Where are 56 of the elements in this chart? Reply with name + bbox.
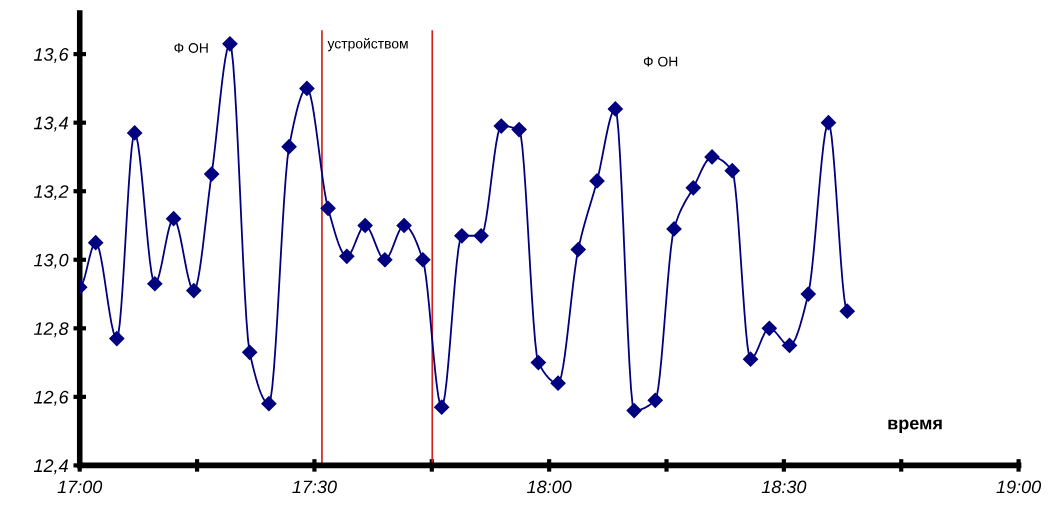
y-tick-label: 13,4 xyxy=(33,116,68,132)
point xyxy=(589,173,605,189)
point xyxy=(377,252,393,268)
point xyxy=(666,221,682,237)
y-tick-label: 13,2 xyxy=(33,185,69,201)
point xyxy=(781,337,798,354)
point xyxy=(186,283,202,299)
point xyxy=(434,399,450,415)
point xyxy=(415,252,431,268)
point xyxy=(396,217,412,234)
point xyxy=(281,139,297,155)
point xyxy=(724,163,740,179)
point xyxy=(320,200,336,216)
point xyxy=(454,228,470,244)
point xyxy=(147,276,163,292)
point xyxy=(166,211,182,227)
annotation: время xyxy=(888,419,942,434)
annotation: Ф ОН xyxy=(643,56,678,67)
x-tick-label: 18:30 xyxy=(761,480,807,494)
x-tick-label: 19:00 xyxy=(996,480,1042,494)
point xyxy=(839,303,855,319)
point xyxy=(626,402,642,419)
point xyxy=(357,217,373,234)
y-tick-label: 12,8 xyxy=(33,322,69,338)
x-tick-label: 17:30 xyxy=(292,480,337,494)
point xyxy=(473,228,489,244)
point xyxy=(204,166,220,182)
point xyxy=(222,36,238,52)
point xyxy=(820,115,837,131)
y-tick-label: 13,0 xyxy=(33,253,69,269)
point xyxy=(607,101,623,117)
point xyxy=(685,180,701,196)
point xyxy=(742,351,759,367)
point xyxy=(800,286,816,302)
point xyxy=(647,392,663,408)
point xyxy=(261,396,277,412)
x-tick-label: 18:00 xyxy=(527,480,572,494)
annotation: Ф ОН xyxy=(174,43,208,53)
point xyxy=(299,80,315,96)
point xyxy=(530,355,546,371)
point xyxy=(242,344,258,360)
point xyxy=(761,320,777,336)
point xyxy=(493,118,509,134)
y-tick-label: 13,6 xyxy=(33,48,69,63)
y-tick-label: 12,6 xyxy=(33,390,69,406)
point xyxy=(127,125,143,141)
x-tick-label: 17:00 xyxy=(57,480,103,494)
point xyxy=(109,331,125,347)
point xyxy=(704,149,720,165)
point xyxy=(339,248,355,264)
y-tick-label: 12,4 xyxy=(33,459,68,475)
ref-line-label: устройством xyxy=(327,38,408,52)
point xyxy=(511,121,527,138)
point xyxy=(88,235,104,251)
point xyxy=(570,241,586,258)
point xyxy=(550,375,566,391)
